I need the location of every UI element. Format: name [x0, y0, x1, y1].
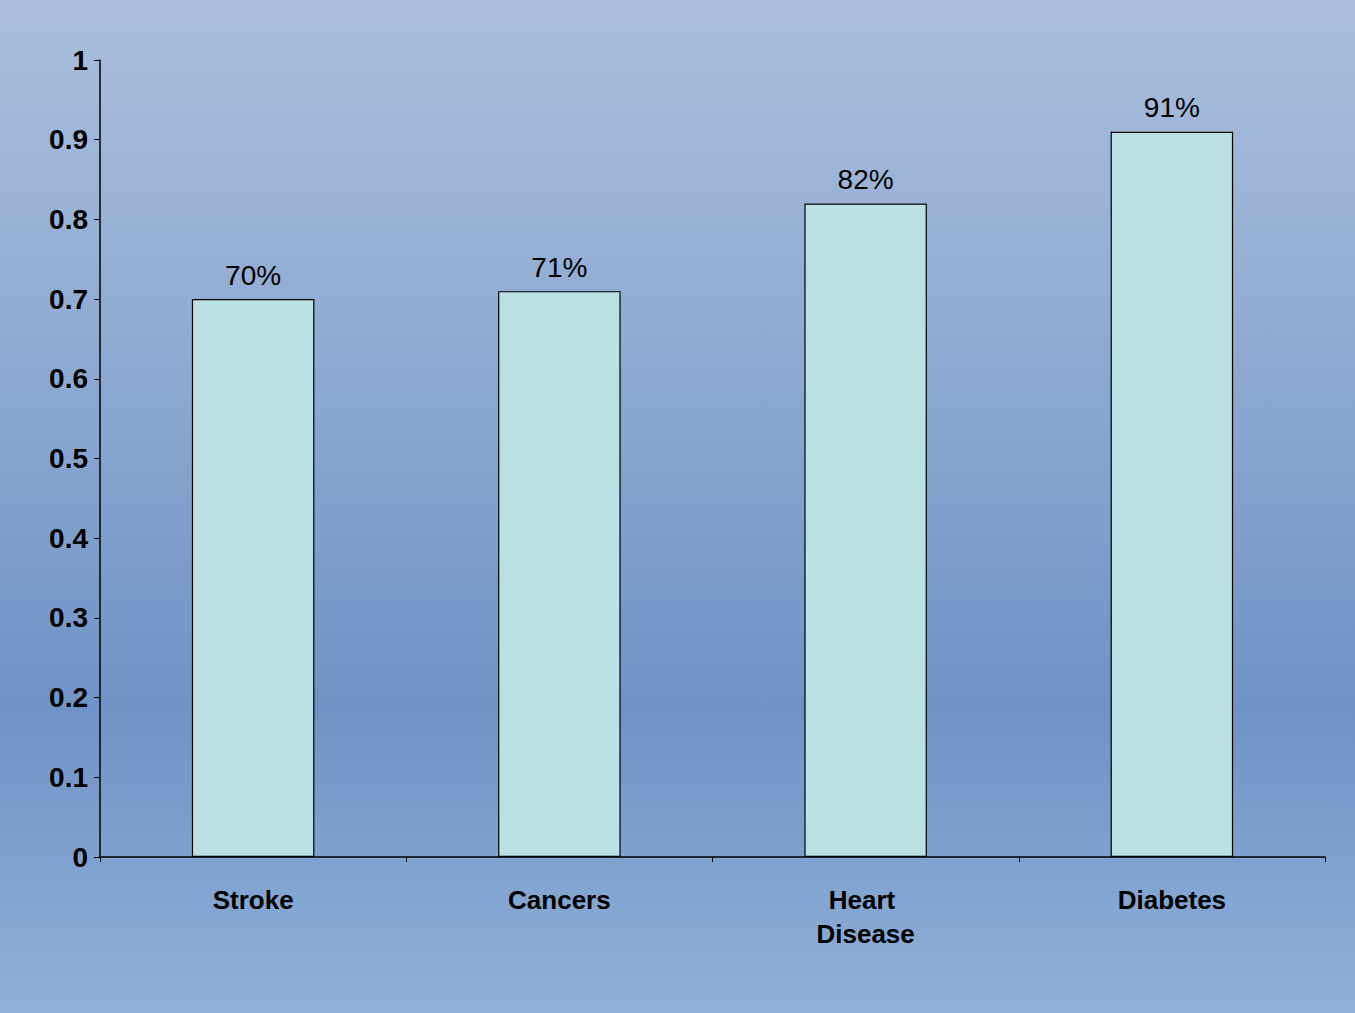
svg-text:Diabetes: Diabetes: [1118, 885, 1226, 915]
svg-text:0.8: 0.8: [49, 204, 88, 235]
svg-text:Disease: Disease: [816, 919, 914, 949]
svg-text:0.4: 0.4: [49, 523, 88, 554]
svg-text:1: 1: [72, 45, 88, 76]
svg-text:Stroke: Stroke: [213, 885, 294, 915]
svg-text:0.9: 0.9: [49, 124, 88, 155]
svg-text:0.6: 0.6: [49, 363, 88, 394]
svg-text:Heart: Heart: [829, 885, 903, 915]
svg-text:82%: 82%: [838, 164, 894, 195]
svg-text:0.5: 0.5: [49, 443, 88, 474]
svg-text:71%: 71%: [531, 252, 587, 283]
svg-text:Cancers: Cancers: [508, 885, 611, 915]
svg-text:91%: 91%: [1144, 92, 1200, 123]
svg-text:0.1: 0.1: [49, 762, 88, 793]
svg-text:0.2: 0.2: [49, 682, 88, 713]
svg-text:0: 0: [72, 842, 88, 873]
svg-text:0.7: 0.7: [49, 284, 88, 315]
svg-text:0.3: 0.3: [49, 602, 88, 633]
svg-text:70%: 70%: [225, 260, 281, 291]
